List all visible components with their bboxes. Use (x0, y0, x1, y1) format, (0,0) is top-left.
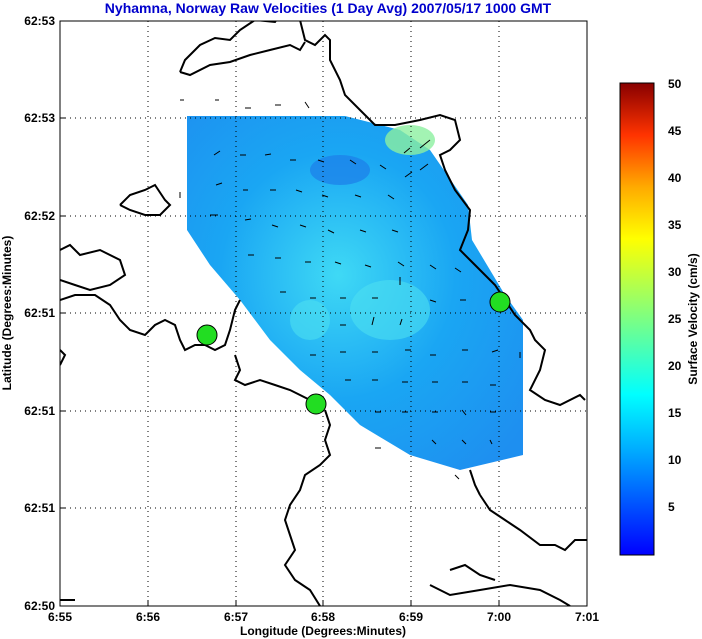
velocity-field (187, 116, 523, 470)
plot-area: 6:55 6:56 6:57 6:58 6:59 7:00 7:01 62:53… (0, 14, 599, 638)
colorbar-tick-label: 30 (668, 265, 682, 279)
colorbar: 50 45 40 35 30 25 20 15 10 5 Surface Vel… (619, 77, 700, 556)
colorbar-tick-label: 45 (668, 124, 682, 138)
x-tick-label: 6:57 (224, 610, 248, 624)
radar-site-marker (305, 393, 327, 415)
x-axis-ticks (59, 600, 588, 606)
x-tick-labels: 6:55 6:56 6:57 6:58 6:59 7:00 7:01 (48, 610, 599, 624)
x-tick-label: 6:55 (48, 610, 72, 624)
colorbar-tick-label: 50 (668, 77, 682, 91)
colorbar-tick-label: 35 (668, 218, 682, 232)
x-tick-label: 7:00 (487, 610, 511, 624)
velocity-patch (385, 125, 435, 155)
x-tick-label: 6:56 (136, 610, 160, 624)
colorbar-tick-label: 40 (668, 171, 682, 185)
y-tick-labels: 62:53 62:53 62:52 62:51 62:51 62:51 62:5… (24, 14, 55, 613)
radar-sites (196, 291, 511, 415)
colorbar-tick-label: 15 (668, 406, 682, 420)
y-tick-label: 62:51 (24, 501, 55, 515)
colorbar-tick-label: 10 (668, 453, 682, 467)
x-axis-label: Longitude (Degrees:Minutes) (240, 624, 406, 638)
y-tick-label: 62:51 (24, 404, 55, 418)
y-axis-ticks (60, 20, 66, 607)
colorbar-tick-labels: 50 45 40 35 30 25 20 15 10 5 (668, 77, 682, 514)
coastline (60, 21, 587, 606)
y-tick-label: 62:50 (24, 599, 55, 613)
colorbar-tick-label: 5 (668, 500, 675, 514)
velocity-patch (290, 300, 330, 340)
y-tick-label: 62:52 (24, 209, 55, 223)
colorbar-label: Surface Velocity (cm/s) (686, 253, 700, 384)
y-axis-label: Latitude (Degrees:Minutes) (0, 236, 14, 391)
velocity-vectors (179, 99, 521, 480)
colorbar-tick-label: 20 (668, 359, 682, 373)
colorbar-gradient (619, 82, 655, 556)
y-tick-label: 62:53 (24, 111, 55, 125)
y-tick-label: 62:51 (24, 306, 55, 320)
chart-title: Nyhamna, Norway Raw Velocities (1 Day Av… (105, 0, 552, 16)
y-tick-label: 62:53 (24, 14, 55, 28)
x-tick-label: 6:58 (311, 610, 335, 624)
x-tick-label: 6:59 (399, 610, 423, 624)
radar-site-marker (489, 291, 511, 313)
velocity-patch (310, 155, 370, 185)
x-tick-label: 7:01 (575, 610, 599, 624)
colorbar-tick-label: 25 (668, 312, 682, 326)
velocity-patch (350, 280, 430, 340)
radar-site-marker (196, 324, 218, 346)
